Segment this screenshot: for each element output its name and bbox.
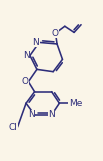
Text: Me: Me <box>69 99 82 108</box>
Text: N: N <box>32 38 39 47</box>
Text: O: O <box>52 29 59 38</box>
Text: N: N <box>28 110 35 119</box>
Text: Cl: Cl <box>9 123 18 132</box>
Text: N: N <box>23 51 30 60</box>
Text: O: O <box>21 77 28 86</box>
Text: N: N <box>48 110 55 119</box>
